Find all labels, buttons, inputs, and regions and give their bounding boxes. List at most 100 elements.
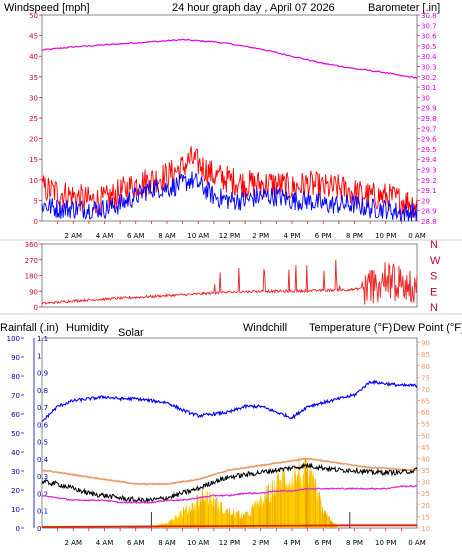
dir-y-tick: 270 <box>25 257 38 265</box>
wind-y-tick: 40 <box>29 53 38 61</box>
temp-x-tick-label: 0 AM <box>408 539 426 547</box>
wind-x-tick-label: 6 PM <box>315 232 332 240</box>
temp-x-tick-label: 4 PM <box>284 539 301 547</box>
wind-x-tick-label: 8 PM <box>346 232 363 240</box>
humidity-y-tick: 80 <box>11 373 20 381</box>
rain-y-tick: 0.6 <box>37 421 49 429</box>
rain-y-tick: 0.4 <box>37 456 49 464</box>
wind-y-tick: 45 <box>29 33 38 41</box>
temp-y-tick: 90 <box>421 340 430 348</box>
compass-label: S <box>430 271 437 283</box>
temp-x-tick-label: 12 PM <box>219 539 240 547</box>
dir-y-tick: 360 <box>25 241 38 249</box>
graph-date-title: 24 hour graph day , April 07 2026 <box>172 2 335 14</box>
rain-y-tick: 0.5 <box>37 439 48 447</box>
rain-series <box>41 524 417 528</box>
temp-y-tick: 45 <box>421 444 430 452</box>
temp-x-tick-label: 6 PM <box>315 539 332 547</box>
temp-y-tick: 35 <box>421 467 430 475</box>
baro-y-tick: 29.4 <box>421 156 437 164</box>
dewpoint-title: Dew Point (°F) <box>393 322 462 334</box>
temp-y-tick: 60 <box>421 409 430 417</box>
baro-y-tick: 30 <box>421 94 430 102</box>
humidity-y-tick: 0 <box>16 525 20 533</box>
temp-x-tick-label: 2 AM <box>64 539 82 547</box>
temp-y-tick: 40 <box>421 455 430 463</box>
rain-y-tick: 0.2 <box>37 490 48 498</box>
wind-x-tick-label: 10 PM <box>375 232 396 240</box>
rain-y-tick: 0.1 <box>37 508 48 516</box>
windspeed-title: Windspeed [mph] <box>4 2 90 14</box>
barometer-series <box>41 38 418 79</box>
temp-x-tick-label: 4 AM <box>96 539 114 547</box>
temp-x-tick-label: 2 PM <box>252 539 269 547</box>
temp-y-tick: 55 <box>421 421 430 429</box>
baro-y-tick: 30.8 <box>421 12 437 20</box>
baro-y-tick: 29.1 <box>421 187 437 195</box>
baro-y-tick: 30.7 <box>421 22 437 30</box>
temp-x-tick-label: 6 AM <box>127 539 145 547</box>
baro-y-tick: 29.2 <box>421 177 437 185</box>
humidity-y-tick: 50 <box>11 430 20 438</box>
baro-y-tick: 28.8 <box>421 218 437 226</box>
temperature-series <box>41 457 418 486</box>
humidity-y-tick: 30 <box>11 468 20 476</box>
humidity-y-tick: 70 <box>11 392 20 400</box>
humidity-series <box>41 379 418 422</box>
temp-x-tick-label: 8 PM <box>346 539 363 547</box>
rainfall-title: Rainfall (.in) <box>0 322 59 334</box>
temp-y-tick: 65 <box>421 398 430 406</box>
temp-y-tick: 80 <box>421 363 430 371</box>
compass-label: W <box>430 255 441 267</box>
wind-x-tick-label: 4 PM <box>284 232 301 240</box>
baro-y-tick: 30.2 <box>421 74 437 82</box>
baro-y-tick: 29.5 <box>421 146 437 154</box>
baro-y-tick: 30.1 <box>421 84 437 92</box>
rain-y-tick: 0.8 <box>37 387 48 395</box>
temp-y-tick: 85 <box>421 351 430 359</box>
baro-y-tick: 29.3 <box>421 167 437 175</box>
baro-y-tick: 28.9 <box>421 208 437 216</box>
chart-layer: 0 5 10 15 20 25 30 35 40 45 50 28.8 28.9 29 29.1 29.2 29… <box>7 12 441 547</box>
wind-x-tick-label: 10 AM <box>187 232 209 240</box>
temperature-title: Temperature (°F) <box>309 322 392 334</box>
humidity-y-tick: 40 <box>11 449 20 457</box>
baro-y-tick: 29 <box>421 197 430 205</box>
baro-y-tick: 30.4 <box>421 53 437 61</box>
rain-y-tick: 0.3 <box>37 473 48 481</box>
wind-average-series <box>41 171 418 222</box>
baro-y-tick: 30.5 <box>421 43 437 51</box>
compass-label: N <box>430 239 438 251</box>
wind-y-tick: 25 <box>29 115 38 123</box>
wind-y-tick: 50 <box>29 12 38 20</box>
windchill-title: Windchill <box>243 322 287 334</box>
temp-y-tick: 75 <box>421 374 430 382</box>
wind-x-tick-label: 6 AM <box>127 232 145 240</box>
temp-y-tick: 20 <box>421 502 430 510</box>
temp-x-tick-label: 8 AM <box>158 539 176 547</box>
wind-x-tick-label: 8 AM <box>158 232 176 240</box>
rain-y-tick: 1.1 <box>37 335 48 343</box>
wind-direction-series <box>41 259 418 305</box>
humidity-y-tick: 20 <box>11 487 20 495</box>
solar-spikes <box>151 457 337 528</box>
wind-y-tick: 5 <box>34 197 38 205</box>
baro-y-tick: 30.3 <box>421 64 437 72</box>
compass-label: N <box>430 302 438 314</box>
wind-x-tick-label: 2 AM <box>64 232 82 240</box>
humidity-title: Humidity <box>66 322 109 334</box>
temp-y-tick: 10 <box>421 525 430 533</box>
wind-y-tick: 30 <box>29 94 38 102</box>
humidity-y-tick: 10 <box>11 506 20 514</box>
compass-label: E <box>430 286 437 298</box>
baro-y-tick: 29.6 <box>421 136 437 144</box>
wind-x-tick-label: 12 PM <box>219 232 240 240</box>
baro-y-tick: 29.8 <box>421 115 437 123</box>
wind-y-tick: 15 <box>29 156 38 164</box>
temp-y-tick: 70 <box>421 386 430 394</box>
wind-x-tick-label: 4 AM <box>96 232 114 240</box>
temp-y-tick: 25 <box>421 490 430 498</box>
rain-y-tick: 0.7 <box>37 404 48 412</box>
windchill-series <box>41 462 418 505</box>
